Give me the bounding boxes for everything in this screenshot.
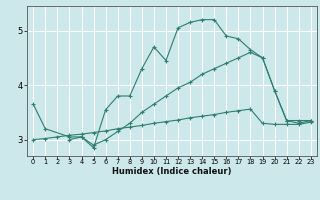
X-axis label: Humidex (Indice chaleur): Humidex (Indice chaleur) <box>112 167 232 176</box>
